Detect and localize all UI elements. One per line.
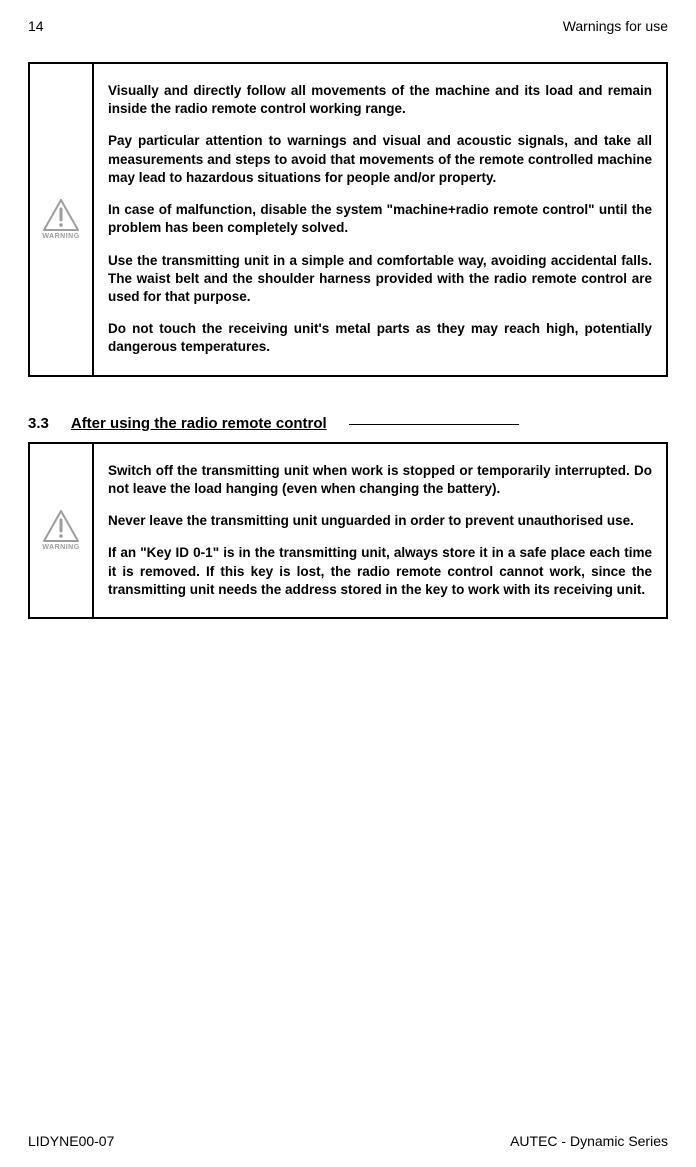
section-number: 3.3 [28,415,49,432]
section-title-rule [349,424,519,425]
warning-paragraph: Pay particular attention to warnings and… [108,132,652,187]
page-footer: LIDYNE00-07 AUTEC - Dynamic Series [28,1113,668,1149]
page-header: 14 Warnings for use [28,18,668,34]
product-line: AUTEC - Dynamic Series [510,1133,668,1149]
warning-icon-label: WARNING [42,233,79,240]
page: 14 Warnings for use WARNING Visually and… [0,0,696,1167]
warning-text-2: Switch off the transmitting unit when wo… [94,444,666,617]
warning-paragraph: Use the transmitting unit in a simple an… [108,252,652,307]
warning-box-2: WARNING Switch off the transmitting unit… [28,442,668,619]
warning-paragraph: Switch off the transmitting unit when wo… [108,462,652,498]
warning-box-1: WARNING Visually and directly follow all… [28,62,668,377]
section-heading-3-3: 3.3 After using the radio remote control [28,415,668,432]
warning-paragraph: Visually and directly follow all movemen… [108,82,652,118]
warning-paragraph: Do not touch the receiving unit's metal … [108,320,652,356]
doc-code: LIDYNE00-07 [28,1133,114,1149]
chapter-title: Warnings for use [563,18,668,34]
warning-icon-cell: WARNING [30,64,94,375]
warning-paragraph: If an "Key ID 0-1" is in the transmittin… [108,544,652,599]
warning-icon: WARNING [42,510,79,551]
section-title: After using the radio remote control [71,415,327,432]
warning-paragraph: In case of malfunction, disable the syst… [108,201,652,237]
warning-text-1: Visually and directly follow all movemen… [94,64,666,375]
warning-icon-cell: WARNING [30,444,94,617]
warning-icon: WARNING [42,199,79,240]
warning-icon-label: WARNING [42,544,79,551]
warning-paragraph: Never leave the transmitting unit unguar… [108,512,652,530]
page-number: 14 [28,18,44,34]
